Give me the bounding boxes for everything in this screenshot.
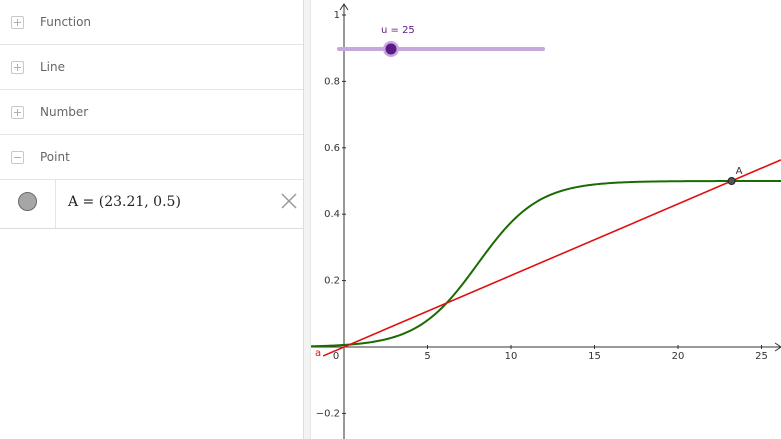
algebra-item-point-a[interactable]: A = (23.21, 0.5) — [0, 180, 303, 229]
y-tick-label: 1 — [334, 10, 340, 21]
collapse-icon[interactable] — [11, 151, 24, 164]
visibility-toggle[interactable] — [0, 180, 56, 228]
y-tick-label: 0.4 — [324, 209, 340, 220]
y-tick-label: 0.8 — [324, 76, 340, 87]
graphics-view[interactable]: 0 5 10 15 20 25 1 0.8 0.6 0.4 0.2 −0.2 a A u = 25 — [311, 0, 781, 439]
point-definition[interactable]: A = (23.21, 0.5) — [68, 194, 181, 210]
category-label: Line — [40, 60, 66, 74]
expand-icon[interactable] — [11, 106, 24, 119]
y-tick-label: −0.2 — [316, 408, 340, 419]
slider-knob[interactable] — [385, 43, 397, 55]
point-marker-icon — [18, 192, 37, 211]
slider-label: u = 25 — [381, 25, 415, 36]
category-label: Point — [40, 150, 70, 164]
expand-icon[interactable] — [11, 61, 24, 74]
expand-icon[interactable] — [11, 16, 24, 29]
x-tick-label: 20 — [672, 351, 685, 362]
x-tick-label: 25 — [755, 351, 768, 362]
category-label: Function — [40, 15, 92, 29]
category-number[interactable]: Number — [0, 90, 303, 135]
x-tick-label: 15 — [588, 351, 601, 362]
x-tick-labels: 0 5 10 15 20 25 — [333, 345, 768, 362]
line-label: a — [315, 348, 321, 359]
point-label: A — [736, 166, 743, 177]
x-tick-label: 5 — [424, 351, 430, 362]
category-function[interactable]: Function — [0, 0, 303, 45]
view-divider[interactable] — [303, 0, 311, 439]
x-tick-label: 0 — [333, 351, 339, 362]
x-axis-arrow-icon — [774, 342, 781, 352]
slider-u[interactable]: u = 25 — [337, 25, 545, 57]
axes — [311, 3, 781, 439]
category-label: Number — [40, 105, 89, 119]
y-tick-label: 0.6 — [324, 143, 340, 154]
y-axis-arrow-icon — [339, 3, 349, 11]
line-a[interactable] — [322, 159, 781, 357]
y-tick-labels: 1 0.8 0.6 0.4 0.2 −0.2 — [316, 10, 346, 419]
point-a[interactable] — [727, 177, 736, 185]
algebra-view: Function Line Number Point A = (23.21, 0… — [0, 0, 303, 439]
category-point[interactable]: Point — [0, 135, 303, 180]
category-line[interactable]: Line — [0, 45, 303, 90]
x-tick-label: 10 — [505, 351, 518, 362]
delete-icon[interactable] — [279, 191, 299, 211]
function-curve[interactable] — [311, 180, 781, 348]
y-tick-label: 0.2 — [324, 276, 340, 287]
